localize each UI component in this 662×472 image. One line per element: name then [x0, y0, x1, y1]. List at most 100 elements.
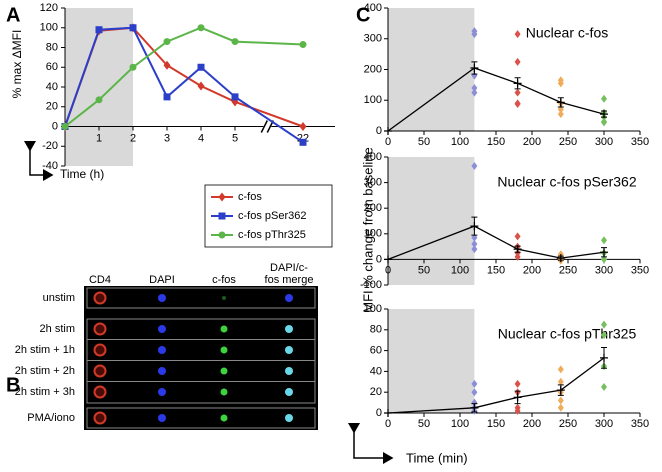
x-tick-label: 150	[487, 136, 505, 148]
x-tick-label: 0	[385, 418, 391, 430]
marker	[299, 138, 307, 146]
x-tick-label: 2	[130, 132, 136, 144]
x-tick-label: 100	[451, 136, 469, 148]
data-point	[471, 245, 478, 254]
y-tick-label: 20	[46, 101, 58, 113]
row-label: unstim	[43, 292, 75, 304]
data-point	[601, 383, 607, 391]
data-point	[514, 88, 521, 97]
cell-dapi	[158, 414, 166, 422]
error-bar	[514, 77, 521, 90]
image-group	[86, 407, 316, 429]
data-point	[601, 236, 607, 245]
marker	[197, 24, 205, 32]
data-point	[601, 94, 607, 103]
y-tick-label: 100	[364, 94, 382, 106]
marker	[299, 122, 307, 131]
marker	[299, 41, 307, 49]
cell-cfos	[222, 296, 226, 300]
cell-cd4	[93, 322, 107, 336]
data-point	[514, 99, 521, 108]
cell-merge	[285, 414, 293, 422]
y-tick-label: 300	[364, 33, 382, 45]
data-point	[557, 110, 564, 119]
error-bar	[557, 97, 564, 108]
cell-cfos	[220, 388, 228, 396]
marker	[95, 26, 103, 34]
x-tick-label: 50	[418, 136, 430, 148]
marker	[129, 24, 137, 32]
y-tick-label: 120	[40, 2, 58, 14]
cell-cd4	[93, 291, 107, 305]
row-label: 2h stim + 3h	[15, 386, 75, 398]
x-tick-label: 1	[96, 132, 102, 144]
data-point	[557, 365, 564, 374]
marker	[197, 63, 205, 71]
cell-merge	[285, 367, 293, 375]
cell-dapi	[158, 388, 166, 396]
data-point	[514, 252, 521, 261]
cell-cd4	[93, 385, 107, 399]
x-tick-label: 150	[487, 418, 505, 430]
y-tick-label: -100	[360, 279, 382, 291]
data-point	[471, 233, 478, 242]
marker	[163, 60, 171, 70]
image-strip	[84, 286, 318, 430]
data-point	[514, 57, 521, 66]
x-tick-label: 200	[523, 264, 541, 276]
column-header-box: DAPI	[149, 274, 175, 286]
shaded-region	[388, 309, 475, 413]
y-tick-label: 400	[364, 151, 382, 163]
cell-merge	[285, 294, 293, 302]
data-point	[471, 88, 478, 97]
x-tick-label: 350	[631, 136, 649, 148]
row-label: PMA/iono	[27, 412, 75, 424]
cell-dapi	[158, 325, 166, 333]
axis-arrow	[348, 423, 394, 464]
x-tick-label: 200	[523, 136, 541, 148]
y-tick-label: 400	[364, 2, 382, 14]
x-tick-label: 0	[385, 136, 391, 148]
column-header-box: CD4	[89, 274, 111, 286]
data-point	[557, 377, 564, 386]
axis-break	[260, 120, 268, 133]
x-tick-label: 100	[451, 418, 469, 430]
error-bar	[471, 216, 478, 236]
legend-marker	[218, 231, 226, 239]
x-tick-label: 250	[559, 418, 577, 430]
data-point	[514, 232, 521, 241]
data-point	[471, 398, 478, 407]
legend-marker	[218, 212, 226, 220]
chart-title: Nuclear c-fos	[526, 25, 608, 41]
x-tick-label: 250	[559, 136, 577, 148]
marker	[231, 93, 239, 101]
data-point	[471, 379, 478, 388]
y-tick-label: 200	[364, 202, 382, 214]
error-bar	[601, 346, 607, 369]
chart-title: Nuclear c-fos pThr325	[498, 326, 637, 342]
cell-cfos	[220, 414, 228, 422]
y-tick-label: 60	[46, 61, 58, 73]
data-point	[471, 240, 478, 249]
data-point	[557, 396, 564, 405]
x-tick-label: 100	[451, 264, 469, 276]
error-bar	[471, 403, 478, 413]
axis-break-gap	[263, 124, 272, 129]
y-axis-label: % max ΔMFI	[10, 30, 24, 99]
legend-label: c-fos pSer362	[238, 210, 306, 222]
marker	[197, 81, 205, 91]
x-tick-label: 3	[164, 132, 170, 144]
x-tick-label: 150	[487, 264, 505, 276]
y-tick-label: -20	[42, 140, 58, 152]
column-header: DAPI	[149, 274, 175, 286]
error-bar	[557, 384, 564, 396]
y-tick-label: 40	[46, 81, 58, 93]
error-bar	[514, 245, 521, 253]
column-header-box: DAPI/c-fos merge	[265, 262, 314, 286]
y-tick-label: 200	[364, 63, 382, 75]
cell-cd4	[93, 364, 107, 378]
data-point	[557, 403, 564, 412]
y-tick-label: 0	[376, 407, 382, 419]
cell-merge	[285, 388, 293, 396]
marker	[61, 123, 69, 130]
